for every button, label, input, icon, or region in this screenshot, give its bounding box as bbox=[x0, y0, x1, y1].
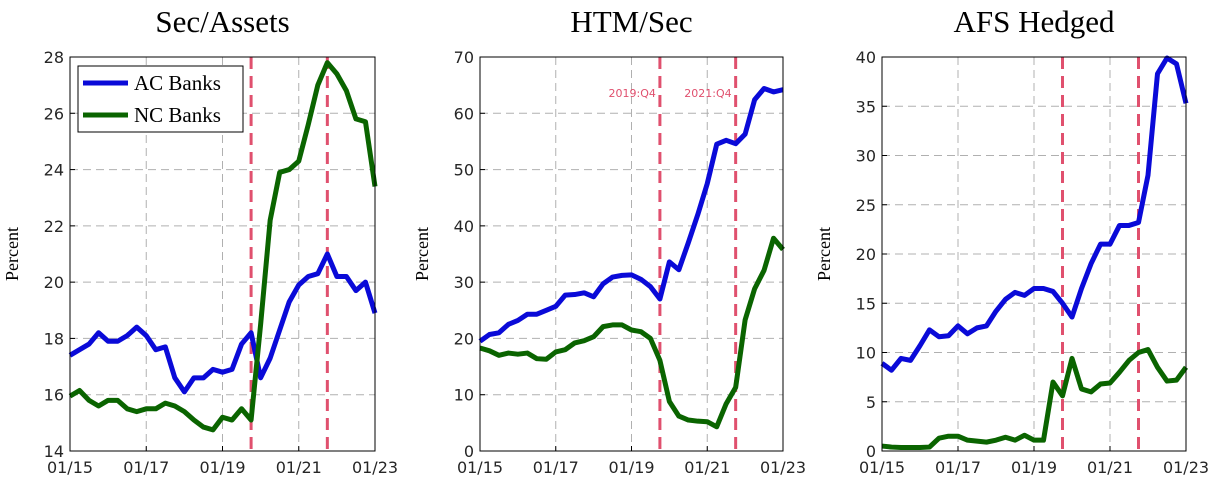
x-tick-label: 01/21 bbox=[1087, 458, 1133, 477]
x-tick-label: 01/21 bbox=[276, 458, 322, 477]
y-tick-label: 5 bbox=[866, 393, 876, 412]
x-tick-label: 01/19 bbox=[1011, 458, 1057, 477]
y-tick-label: 15 bbox=[856, 294, 876, 313]
x-tick-label: 01/19 bbox=[608, 458, 654, 477]
y-tick-label: 70 bbox=[454, 48, 474, 67]
y-tick-label: 40 bbox=[454, 217, 474, 236]
x-tick-label: 01/23 bbox=[760, 458, 806, 477]
y-tick-label: 0 bbox=[866, 442, 876, 461]
y-tick-label: 24 bbox=[44, 161, 64, 180]
panel: AFS Hedged Percent 0 5 10 15 20 25 30 35 40 01/15 01… bbox=[814, 4, 1209, 477]
x-tick-label: 01/17 bbox=[533, 458, 579, 477]
y-tick-label: 20 bbox=[856, 245, 876, 264]
x-tick-label: 01/23 bbox=[1163, 458, 1209, 477]
x-tick-label: 01/21 bbox=[684, 458, 730, 477]
y-axis-label: Percent bbox=[2, 227, 22, 281]
x-tick-label: 01/15 bbox=[859, 458, 905, 477]
reference-label: 2019:Q4 bbox=[609, 87, 656, 100]
plot-frame bbox=[881, 56, 1187, 452]
legend-label: NC Banks bbox=[134, 103, 221, 127]
data-line bbox=[68, 251, 378, 395]
data-line bbox=[880, 55, 1189, 373]
x-tick-label: 01/17 bbox=[123, 458, 169, 477]
chart-title: Sec/Assets bbox=[155, 4, 289, 39]
data-line bbox=[881, 347, 1189, 451]
y-tick-label: 10 bbox=[454, 386, 474, 405]
chart-title: HTM/Sec bbox=[570, 4, 692, 39]
plot-frame bbox=[69, 56, 376, 452]
reference-label: 2021:Q4 bbox=[684, 87, 731, 100]
y-tick-label: 0 bbox=[464, 442, 474, 461]
y-tick-label: 35 bbox=[856, 97, 876, 116]
y-tick-label: 20 bbox=[454, 329, 474, 348]
y-tick-label: 20 bbox=[44, 273, 64, 292]
data-line bbox=[479, 235, 785, 430]
y-tick-label: 22 bbox=[44, 217, 64, 236]
y-tick-label: 14 bbox=[44, 442, 64, 461]
y-tick-label: 16 bbox=[44, 386, 64, 405]
y-tick-label: 10 bbox=[856, 344, 876, 363]
x-tick-label: 01/15 bbox=[47, 458, 93, 477]
y-tick-label: 26 bbox=[44, 104, 64, 123]
data-line bbox=[478, 86, 784, 344]
x-tick-label: 01/23 bbox=[352, 458, 398, 477]
y-tick-label: 18 bbox=[44, 329, 64, 348]
y-tick-label: 60 bbox=[454, 104, 474, 123]
y-tick-label: 28 bbox=[44, 48, 64, 67]
y-axis-label: Percent bbox=[412, 227, 432, 281]
x-tick-label: 01/15 bbox=[457, 458, 503, 477]
data-line bbox=[68, 60, 378, 433]
legend-box bbox=[77, 65, 244, 133]
y-tick-label: 30 bbox=[454, 273, 474, 292]
chart-title: AFS Hedged bbox=[953, 4, 1115, 39]
y-axis-label: Percent bbox=[814, 227, 834, 281]
panel: Sec/Assets Percent 14 16 18 20 22 24 26 28 01/15 01… bbox=[2, 4, 398, 477]
legend-label: AC Banks bbox=[134, 71, 221, 95]
x-tick-label: 01/19 bbox=[199, 458, 245, 477]
x-tick-label: 01/17 bbox=[935, 458, 981, 477]
y-tick-label: 40 bbox=[856, 48, 876, 67]
y-tick-label: 50 bbox=[454, 161, 474, 180]
plot-frame bbox=[479, 56, 784, 452]
y-tick-label: 25 bbox=[856, 196, 876, 215]
panel: HTM/Sec Percent 0 10 20 30 40 50 60 70 01/15 01/17 0… bbox=[412, 4, 806, 477]
y-tick-label: 30 bbox=[856, 147, 876, 166]
